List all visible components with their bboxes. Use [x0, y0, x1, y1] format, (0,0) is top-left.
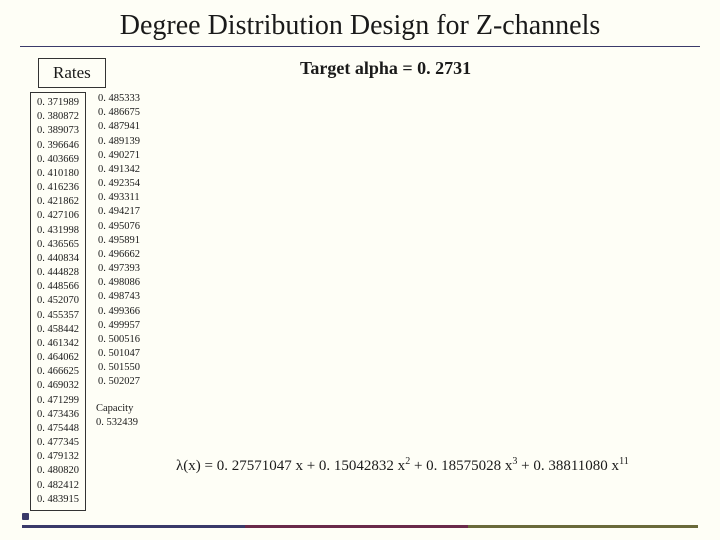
rates-column-1: 0. 371989 0. 380872 0. 389073 0. 396646 … [30, 92, 86, 511]
lambda-equation: λ(x) = 0. 27571047 x + 0. 15042832 x2 + … [176, 456, 629, 475]
footer-decorative-bar [22, 525, 698, 528]
capacity-block: Capacity 0. 532439 [96, 402, 138, 430]
page-title: Degree Distribution Design for Z-channel… [20, 0, 700, 47]
rates-column-2: 0. 485333 0. 486675 0. 487941 0. 489139 … [98, 92, 140, 390]
rates-label-box: Rates [38, 58, 106, 88]
footer-decorative-square [22, 513, 29, 520]
target-alpha-label: Target alpha = 0. 2731 [300, 58, 471, 79]
